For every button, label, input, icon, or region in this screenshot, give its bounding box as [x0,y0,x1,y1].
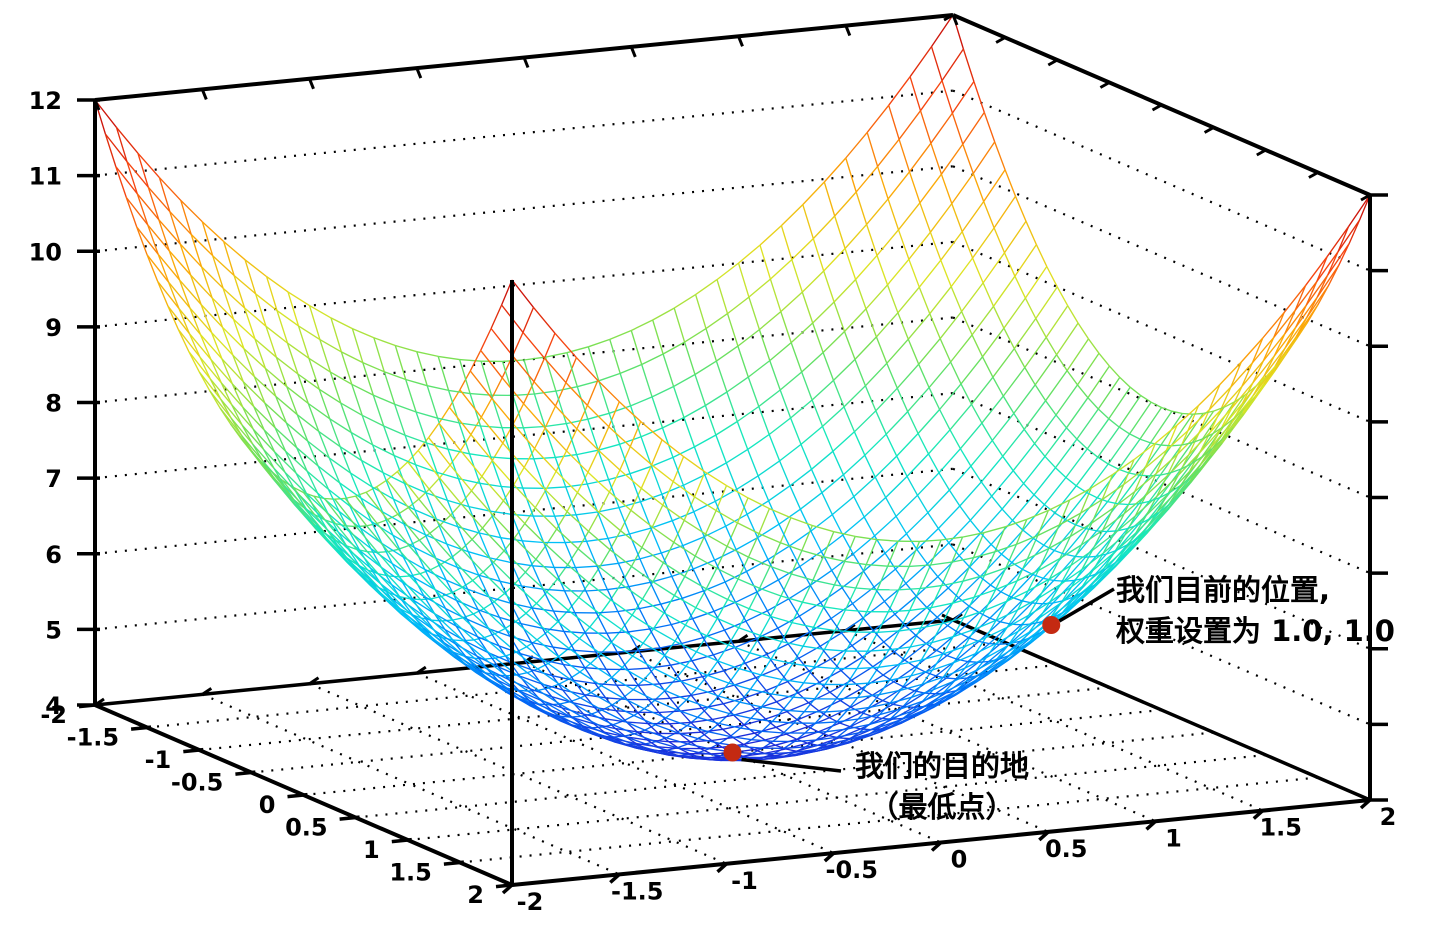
tick-label: 0 [259,791,276,819]
tick-label: 4 [45,692,62,720]
tick-label: 9 [45,314,62,342]
tick-label: -1 [145,746,172,774]
marker-current-position [1042,616,1061,634]
tick-label: -1.5 [611,877,663,905]
tick-label: 0 [951,846,968,874]
tick-label: 10 [29,238,62,266]
tick-label: 2 [1380,803,1397,831]
tick-label: 12 [29,87,62,115]
surface-mesh [94,14,1371,762]
annotation-current-position: 我们目前的位置, 权重设置为 1.0, 1.0 [1116,570,1395,652]
annotation-destination: 我们的目的地 （最低点） [843,746,1041,828]
tick-label: -1.5 [67,724,119,752]
tick-label: 1 [1165,824,1182,852]
annotation-current-line2: 权重设置为 1.0, 1.0 [1116,614,1395,648]
tick-label: 0.5 [1045,835,1088,863]
tick-label: 11 [29,163,62,191]
tick-label: 1.5 [1259,814,1302,842]
tick-label: 0.5 [285,814,328,842]
tick-label: 1 [363,836,380,864]
tick-label: -0.5 [171,769,223,797]
tick-label: -1 [731,867,758,895]
annotation-current-line1: 我们目前的位置, [1116,573,1331,607]
annotation-leader-lines [741,587,1115,773]
tick-label: 1.5 [389,859,432,887]
tick-label: 7 [45,465,62,493]
annotation-destination-line2: （最低点） [869,790,1015,824]
tick-label: -0.5 [826,856,878,884]
tick-label: 5 [45,616,62,644]
annotation-destination-line1: 我们的目的地 [854,749,1029,783]
y-axis-ticks: -2 -1.5 -1 -0.5 0 0.5 1 1.5 2 [501,798,1397,916]
tick-label: 2 [467,881,484,909]
tick-label: -2 [517,888,544,916]
tick-label: 8 [45,390,62,418]
tick-label: 6 [45,541,62,569]
marker-destination [723,743,742,762]
z-axis-ticks: 4 5 6 7 8 9 10 11 12 [29,87,1388,802]
tick-label: -2 [40,701,67,729]
markers [723,616,1061,762]
x-axis-ticks: -2-1.5 -1-0.5 0 0.5 1 1.5 2 [40,701,517,909]
